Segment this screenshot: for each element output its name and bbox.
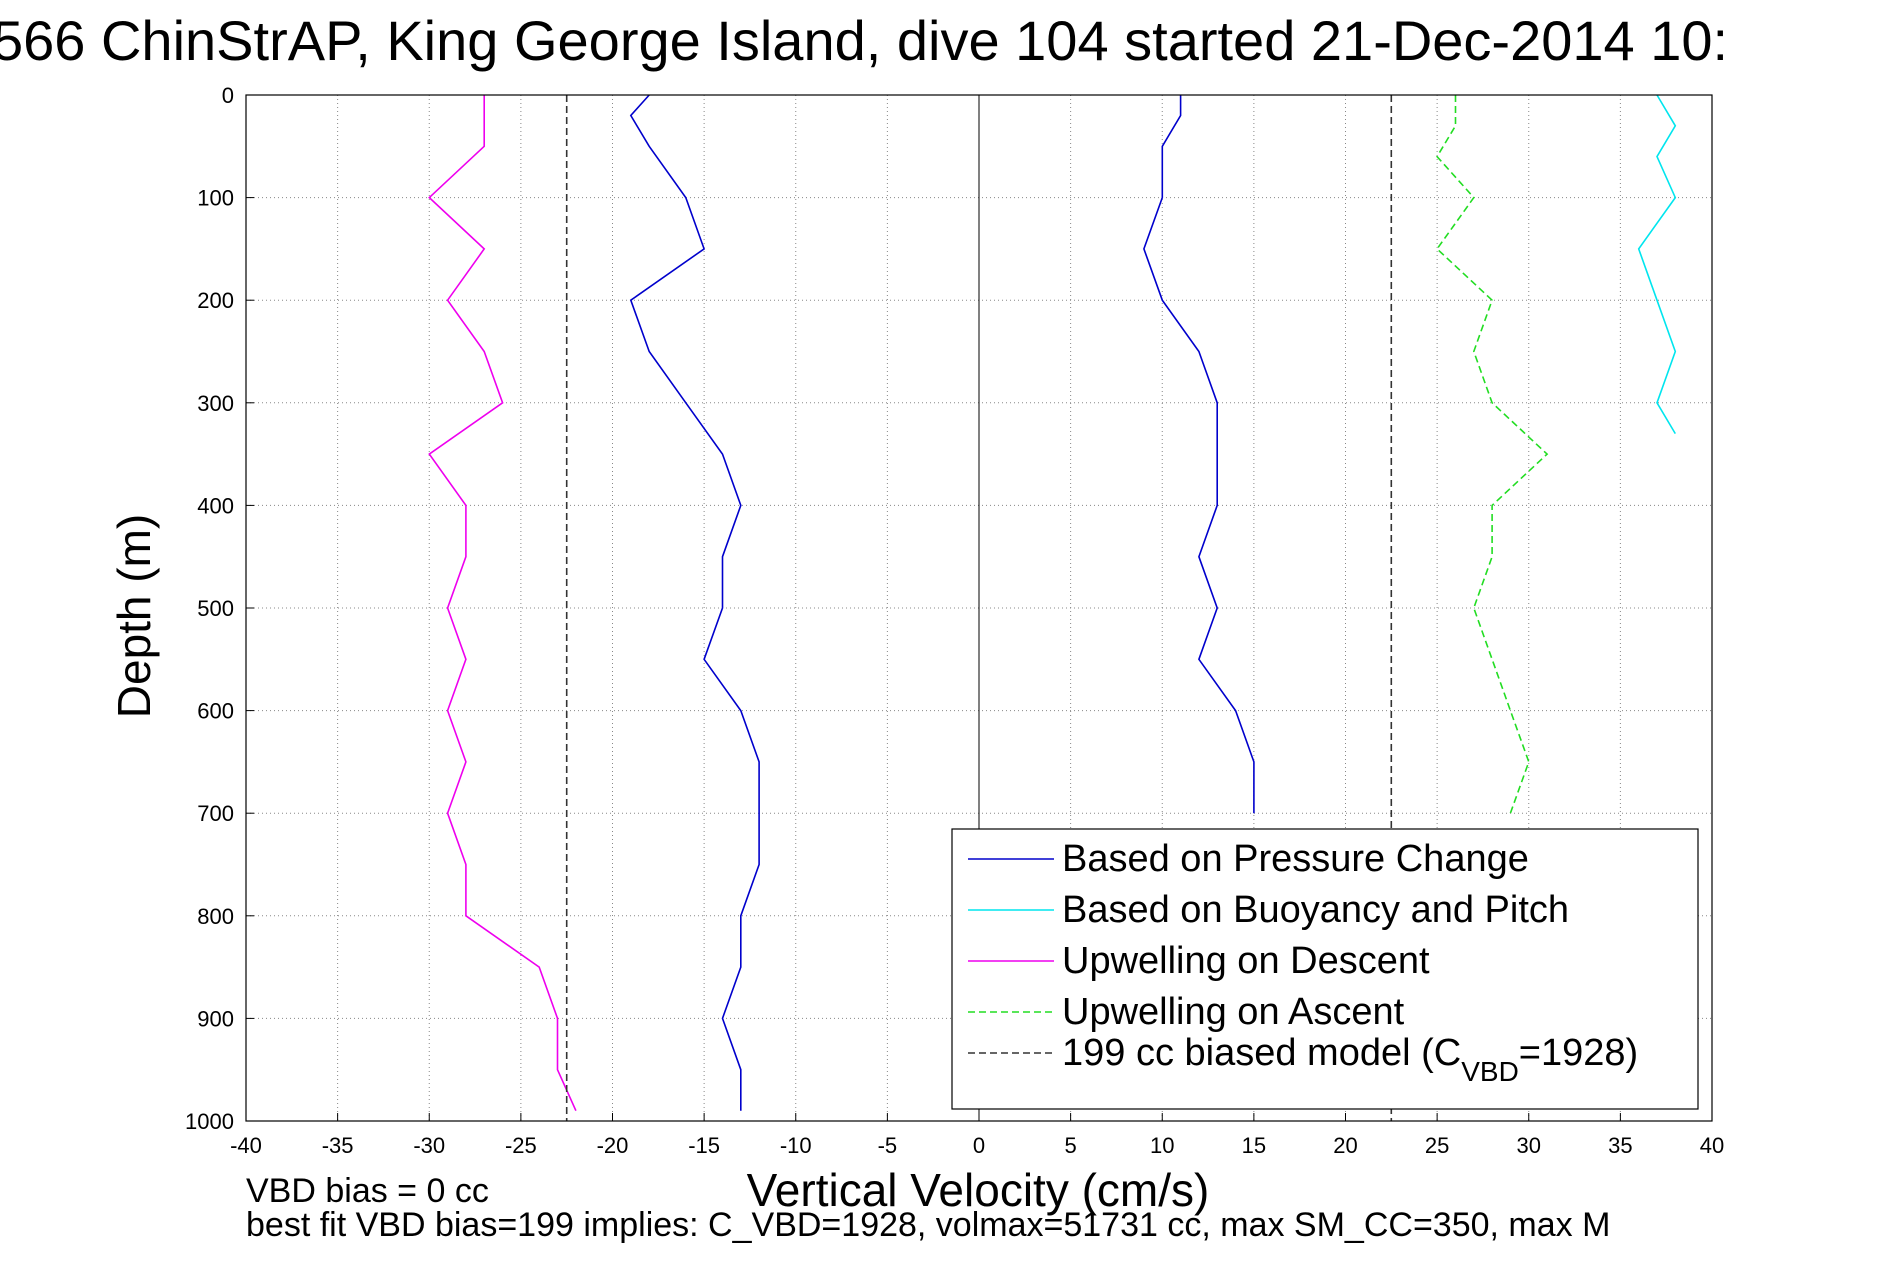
- x-tick-label: -20: [597, 1133, 629, 1158]
- series-layer: [428, 94, 1677, 1121]
- best-fit-note: best fit VBD bias=199 implies: C_VBD=192…: [246, 1206, 1611, 1244]
- x-tick-label: 40: [1700, 1133, 1724, 1158]
- x-tick-label: 15: [1242, 1133, 1266, 1158]
- y-tick-label: 500: [197, 596, 234, 621]
- y-tick-label: 400: [197, 493, 234, 518]
- legend-box: [951, 828, 1699, 1110]
- series-line-3: [428, 95, 577, 1112]
- series-line-2: [1637, 94, 1677, 435]
- x-tick-label: 0: [973, 1133, 985, 1158]
- x-axis-label: Vertical Velocity (cm/s): [747, 1164, 1210, 1216]
- y-tick-label: 200: [197, 288, 234, 313]
- y-tick-label: 0: [222, 83, 234, 108]
- x-tick-label: -5: [878, 1133, 898, 1158]
- y-tick-label: 900: [197, 1006, 234, 1031]
- y-tick-label: 100: [197, 186, 234, 211]
- x-tick-label: 25: [1425, 1133, 1449, 1158]
- x-tick-label: 30: [1517, 1133, 1541, 1158]
- y-tick-label: 600: [197, 699, 234, 724]
- y-tick-label: 300: [197, 391, 234, 416]
- y-axis-label: Depth (m): [108, 514, 160, 718]
- y-tick-label: 700: [197, 801, 234, 826]
- series-line-0: [629, 94, 760, 1111]
- legend-label: Upwelling on Descent: [1062, 940, 1430, 982]
- x-tick-label: 10: [1150, 1133, 1174, 1158]
- x-tick-label: -10: [780, 1133, 812, 1158]
- x-tick-label: -25: [505, 1133, 537, 1158]
- x-tick-label: -35: [322, 1133, 354, 1158]
- axes: -40 -35 -30 -25 -20 -15 -10 -5 0 5 10 15 20 25 30 35 400…: [185, 83, 1724, 1158]
- legend: Based on Pressure Change Based on Buoyanc…: [951, 828, 1699, 1110]
- vbd-bias-note: VBD bias = 0 cc: [246, 1172, 489, 1210]
- y-tick-label: 1000: [185, 1109, 234, 1134]
- legend-label: Based on Pressure Change: [1062, 838, 1529, 880]
- legend-label: Based on Buoyancy and Pitch: [1062, 889, 1569, 931]
- x-tick-label: 5: [1065, 1133, 1077, 1158]
- x-tick-label: -30: [413, 1133, 445, 1158]
- series-line-4: [1436, 95, 1549, 814]
- series-line-1: [1143, 95, 1255, 814]
- y-tick-label: 800: [197, 904, 234, 929]
- chart-title: 566 ChinStrAP, King George Island, dive …: [0, 9, 1728, 72]
- x-tick-label: 35: [1608, 1133, 1632, 1158]
- x-tick-label: 20: [1333, 1133, 1357, 1158]
- plot-frame: [245, 94, 1713, 1122]
- legend-label: Upwelling on Ascent: [1062, 991, 1405, 1033]
- x-tick-label: -15: [688, 1133, 720, 1158]
- x-tick-label: -40: [230, 1133, 262, 1158]
